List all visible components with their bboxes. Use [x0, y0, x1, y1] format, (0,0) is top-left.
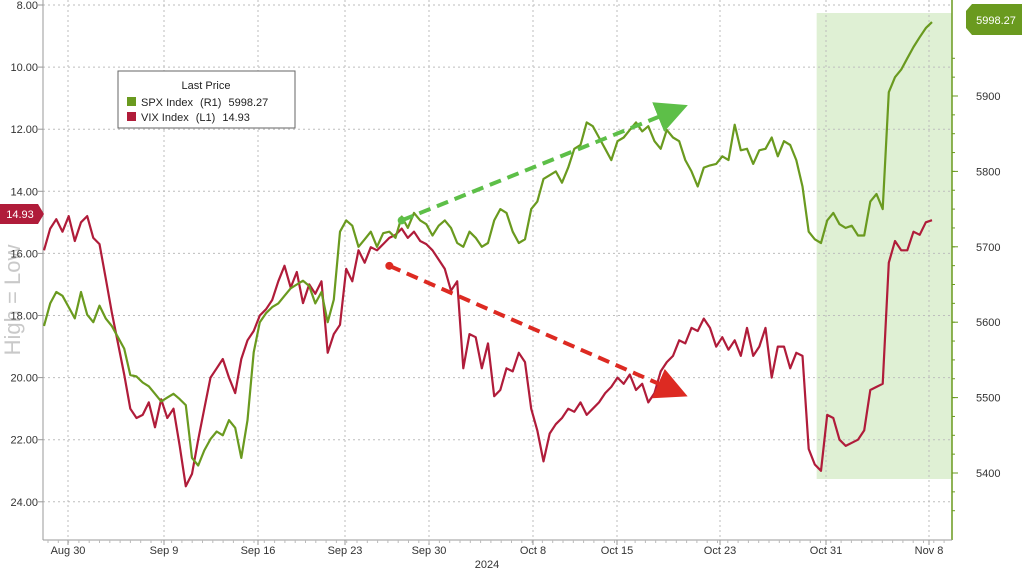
legend-title: Last Price	[182, 80, 231, 92]
legend-box	[117, 70, 296, 129]
y-axis-watermark: High = Low	[0, 245, 25, 356]
x-tick-label: Sep 16	[241, 545, 276, 557]
legend-vix-name: VIX Index	[141, 112, 189, 124]
series-line-spx	[42, 21, 933, 467]
y-left-tick-label: 16.00	[10, 248, 38, 260]
spx-last-value: 5998.27	[976, 15, 1016, 27]
trend-arrow-down	[388, 263, 688, 399]
x-tick-label: Oct 15	[601, 545, 633, 557]
y-right-tick-label: 5800	[976, 166, 1000, 178]
legend-label-vix: VIX Index (L1) 14.93	[141, 112, 250, 124]
x-tick-label: Oct 31	[810, 545, 842, 557]
y-right-tick-label: 5500	[976, 393, 1000, 405]
x-tick-label: Oct 8	[520, 545, 546, 557]
legend-spx-axis: (R1)	[200, 97, 221, 109]
legend: Last Price SPX Index (R1) 5998.27 VIX In…	[117, 70, 296, 129]
y-left-tick-label: 24.00	[10, 497, 38, 509]
legend-spx-value: 5998.27	[229, 97, 269, 109]
x-tick-label: Sep 9	[150, 545, 179, 557]
y-left-tick-label: 12.00	[10, 124, 38, 136]
legend-swatch-spx	[127, 97, 136, 106]
x-tick-label: Sep 23	[328, 545, 363, 557]
trend-arrow-start	[397, 216, 406, 225]
legend-label-spx: SPX Index (R1) 5998.27	[141, 97, 268, 109]
y-left-tick-label: 22.00	[10, 435, 38, 447]
y-left-tick-label: 14.00	[10, 186, 38, 198]
x-tick-label: Oct 23	[704, 545, 736, 557]
x-axis-year: 2024	[475, 559, 499, 571]
y-right-tick-label: 5600	[976, 317, 1000, 329]
legend-vix-axis: (L1)	[196, 112, 216, 124]
y-right-tick-label: 5700	[976, 242, 1000, 254]
y-right-tick-label: 5400	[976, 468, 1000, 480]
legend-vix-value: 14.93	[222, 112, 250, 124]
y-left-tick-label: 10.00	[10, 62, 38, 74]
y-right-tick-label: 5900	[976, 91, 1000, 103]
highlight-region	[816, 13, 952, 479]
vix-last-value-tag: 14.93	[0, 204, 44, 224]
x-tick-label: Sep 30	[412, 545, 447, 557]
x-tick-label: Aug 30	[51, 545, 86, 557]
legend-swatch-vix	[127, 112, 136, 121]
x-tick-label: Nov 8	[915, 545, 944, 557]
trend-arrow-start	[385, 261, 394, 270]
y-left-tick-label: 8.00	[17, 0, 38, 12]
trend-arrow-up	[400, 102, 688, 223]
series-line-vix	[42, 215, 933, 488]
x-ticks: Aug 30 Sep 9 Sep 16 Sep 23 Sep 30 Oct 8 Oct 15…	[47, 540, 945, 557]
y-left-ticks: 8.00 10.00 12.00 14.00 16.00 18.00 20.00 22.00 2…	[10, 0, 43, 509]
annotations	[385, 102, 688, 399]
spx-last-value-tag: 5998.27	[966, 4, 1022, 35]
y-left-tick-label: 18.00	[10, 311, 38, 323]
legend-spx-name: SPX Index	[141, 97, 193, 109]
vix-last-value: 14.93	[6, 209, 34, 221]
y-left-tick-label: 20.00	[10, 373, 38, 385]
y-right-ticks: 5900 5800 5700 5600 5500 5400	[952, 57, 1000, 512]
